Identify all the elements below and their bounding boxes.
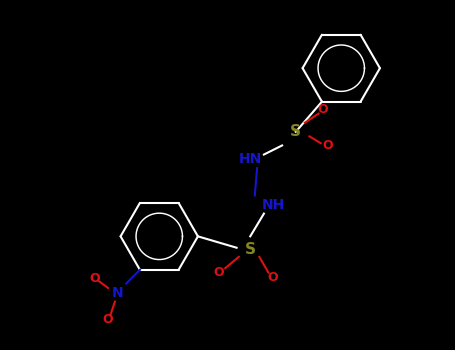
Text: S: S (290, 124, 301, 139)
Text: O: O (89, 272, 100, 285)
Text: N: N (111, 286, 123, 300)
Text: O: O (318, 103, 329, 116)
Text: O: O (213, 266, 224, 279)
Text: O: O (103, 313, 113, 326)
Text: HN: HN (238, 152, 262, 166)
Text: O: O (322, 139, 333, 152)
Text: S: S (245, 243, 256, 258)
Text: NH: NH (261, 197, 285, 211)
Text: O: O (268, 271, 278, 284)
